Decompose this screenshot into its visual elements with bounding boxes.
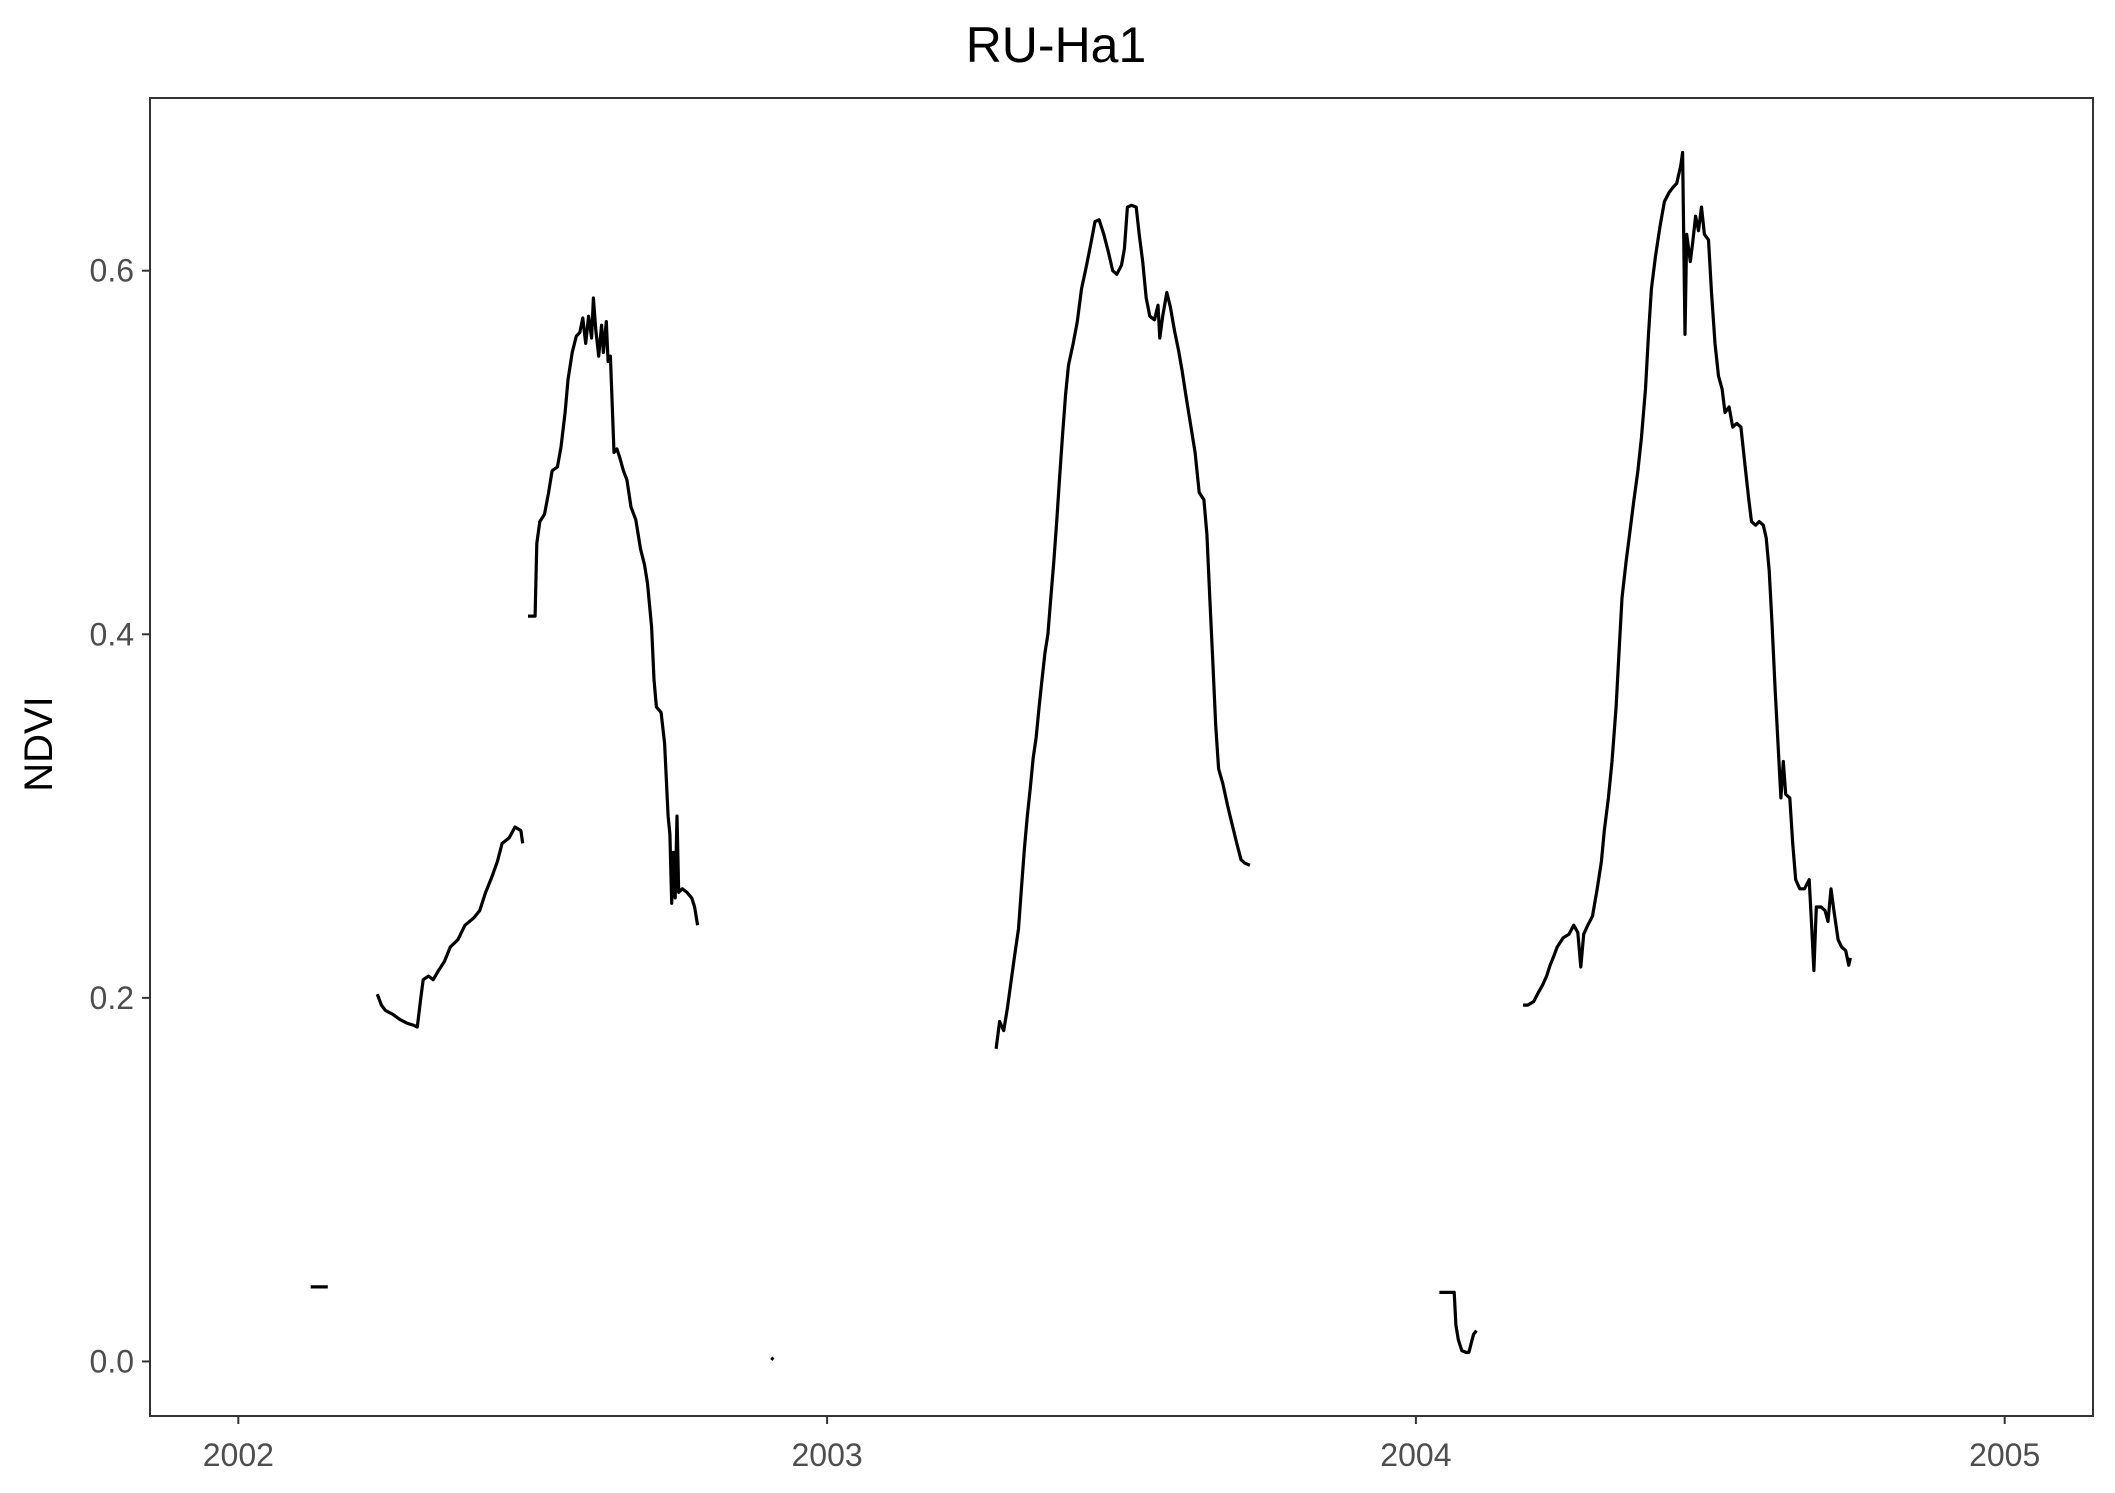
ndvi-line-segment-5 [994,203,1251,1050]
ndvi-line-segment-4 [770,1356,775,1361]
ndvi-line-segment-3 [528,296,700,926]
ndvi-line-segment-2 [375,825,525,1029]
y-tick-label: 0.6 [90,253,134,289]
y-tick-label: 0.4 [90,616,134,652]
data-line-layer [310,150,1852,1361]
ndvi-line-segment-6 [1439,1290,1478,1354]
panel-border [149,97,2094,1417]
plot-panel [149,97,2094,1417]
chart-title: RU-Ha1 [966,17,1147,73]
ndvi-line-segment-7 [1523,150,1852,1007]
x-tick-label: 2003 [792,1437,863,1473]
y-tick-label: 0.0 [90,1343,134,1379]
y-axis-label: NDVI [17,696,61,792]
y-axis: 0.0 0.2 0.4 0.6 [90,253,150,1379]
y-tick-label: 0.2 [90,980,134,1016]
x-tick-label: 2004 [1380,1437,1451,1473]
x-tick-label: 2002 [203,1437,274,1473]
x-axis: 2002 2003 2004 2005 [203,1416,2040,1473]
x-tick-label: 2005 [1969,1437,2040,1473]
